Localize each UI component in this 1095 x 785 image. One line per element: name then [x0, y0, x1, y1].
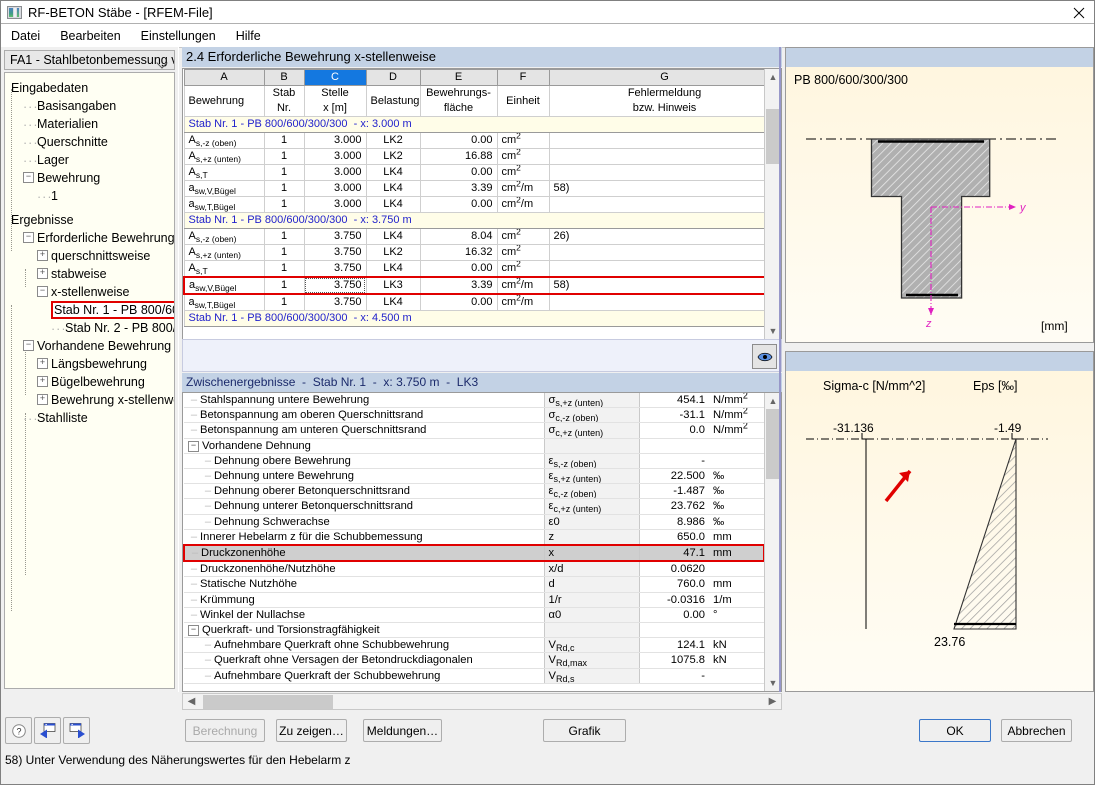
svg-text:Sigma-c [N/mm^2]: Sigma-c [N/mm^2] [823, 379, 925, 393]
svg-text:-1.49: -1.49 [994, 421, 1022, 435]
svg-text:23.76: 23.76 [934, 635, 965, 649]
svg-text:y: y [1019, 202, 1027, 214]
svg-text:z: z [925, 318, 932, 330]
svg-text:[mm]: [mm] [1041, 319, 1068, 333]
svg-text:Eps [‰]: Eps [‰] [973, 379, 1017, 393]
svg-text:?: ? [16, 726, 21, 736]
svg-text:-31.136: -31.136 [833, 421, 874, 435]
